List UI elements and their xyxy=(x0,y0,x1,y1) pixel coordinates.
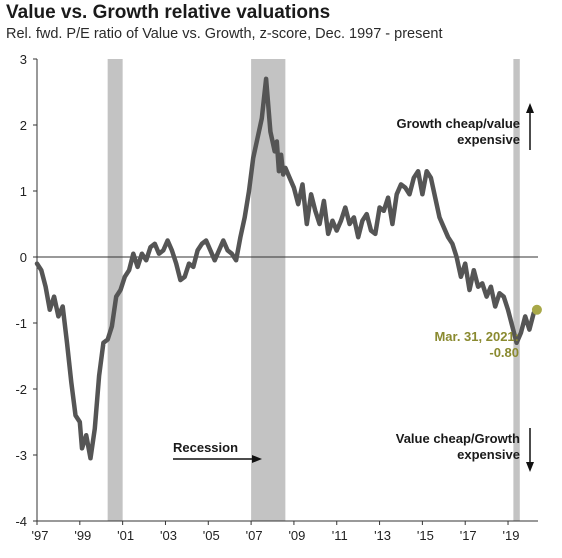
value-cheap-annotation-line2: expensive xyxy=(457,447,520,462)
y-tick-label: -3 xyxy=(15,448,27,463)
chart-title: Value vs. Growth relative valuations xyxy=(6,2,331,23)
y-tick-label: 3 xyxy=(20,52,27,67)
recession-label: Recession xyxy=(173,440,238,455)
x-tick-label: '19 xyxy=(503,528,520,543)
x-tick-label: '03 xyxy=(160,528,177,543)
recession-band xyxy=(107,59,123,521)
recession-band xyxy=(513,59,520,521)
x-tick-label: '15 xyxy=(417,528,434,543)
x-tick-label: '05 xyxy=(203,528,220,543)
x-tick-label: '99 xyxy=(74,528,91,543)
y-tick-label: 0 xyxy=(20,250,27,265)
x-tick-label: '13 xyxy=(374,528,391,543)
growth-cheap-annotation-line2: expensive xyxy=(457,132,520,147)
x-tick-label: '01 xyxy=(117,528,134,543)
y-tick-label: 2 xyxy=(20,118,27,133)
up-arrow-icon xyxy=(526,103,534,113)
y-tick-label: -1 xyxy=(15,316,27,331)
last-point-value: -0.80 xyxy=(489,345,519,360)
x-tick-label: '07 xyxy=(246,528,263,543)
x-tick-label: '11 xyxy=(332,528,348,543)
last-point-label: Mar. 31, 2021: xyxy=(434,329,519,344)
growth-cheap-annotation: Growth cheap/value xyxy=(396,116,520,131)
last-point-marker xyxy=(531,304,542,315)
x-tick-label: '97 xyxy=(32,528,49,543)
right-arrow-icon xyxy=(252,455,262,463)
x-tick-label: '09 xyxy=(288,528,305,543)
value-cheap-annotation: Value cheap/Growth xyxy=(396,431,520,446)
y-tick-label: -2 xyxy=(15,382,27,397)
down-arrow-icon xyxy=(526,462,534,472)
y-tick-label: 1 xyxy=(20,184,27,199)
chart-subtitle: Rel. fwd. P/E ratio of Value vs. Growth,… xyxy=(6,26,443,42)
y-tick-label: -4 xyxy=(15,514,27,529)
x-tick-label: '17 xyxy=(460,528,477,543)
series-line xyxy=(34,76,540,461)
